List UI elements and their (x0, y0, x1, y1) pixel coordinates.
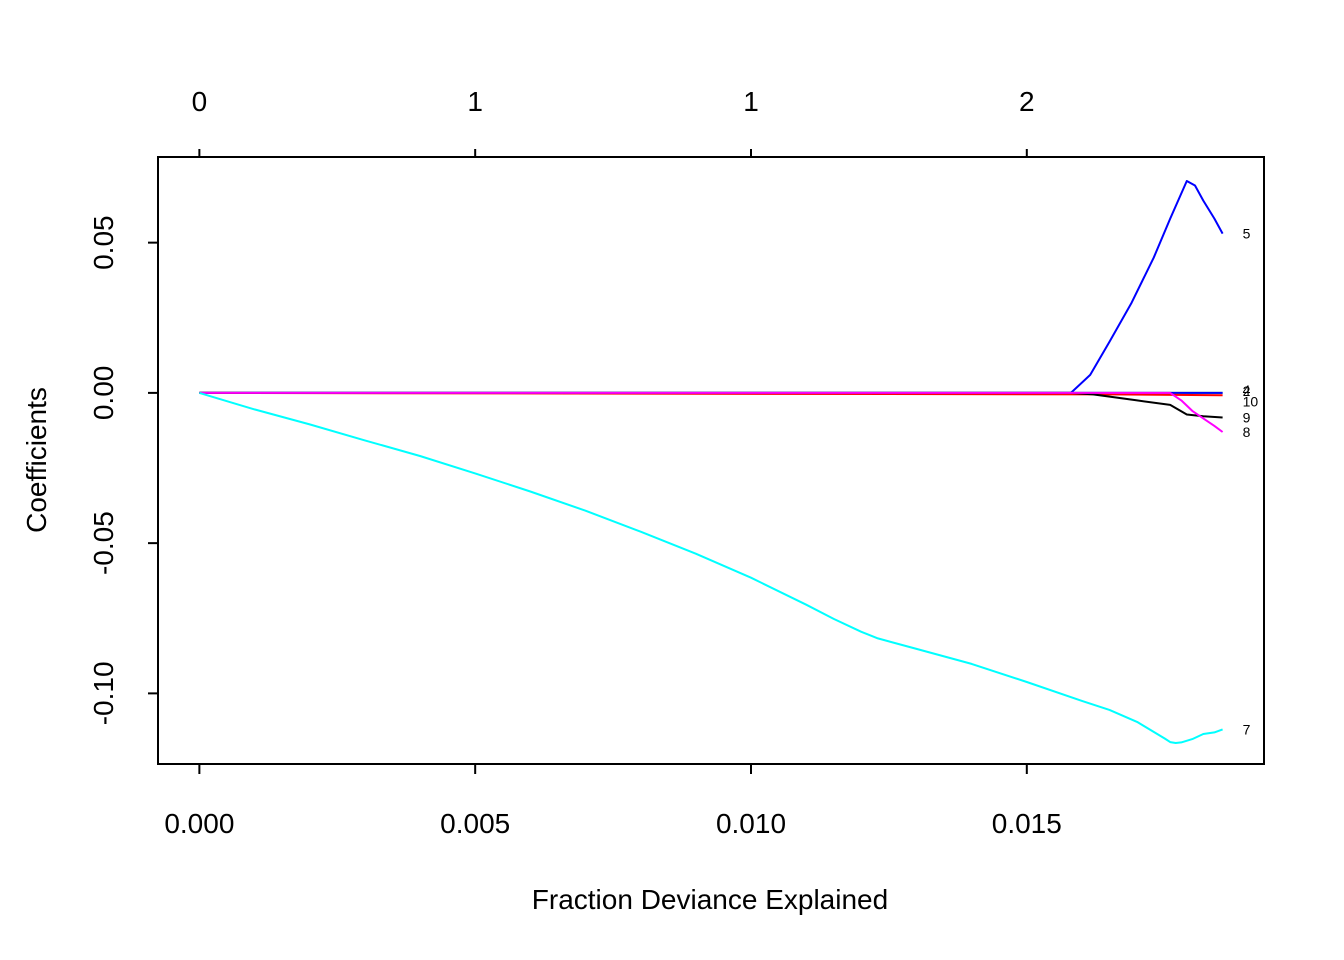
series-line-5 (199, 180, 1224, 394)
top-tick-label: 0 (192, 86, 208, 117)
series-end-label-2: 2 (1243, 383, 1251, 399)
x-axis-top: 0 1 1 2 (192, 86, 1035, 157)
y-tick-label: -0.05 (88, 511, 119, 575)
series-end-label-7: 7 (1243, 721, 1251, 737)
x-tick-label: 0.010 (716, 808, 786, 839)
series-layer (199, 180, 1224, 744)
series-end-label-5: 5 (1243, 226, 1251, 242)
series-end-label-8: 8 (1243, 424, 1251, 440)
x-tick-label: 0.005 (440, 808, 510, 839)
series-end-label-4: 4 (1243, 382, 1251, 398)
y-axis: 0.05 0.00 -0.05 -0.10 (88, 215, 158, 725)
series-line-8 (199, 391, 1224, 433)
top-tick-label: 1 (467, 86, 483, 117)
y-tick-label: 0.05 (88, 215, 119, 270)
series-line-9 (199, 391, 1223, 419)
series-end-label-10: 10 (1243, 393, 1259, 409)
x-axis-title: Fraction Deviance Explained (532, 884, 888, 915)
top-tick-label: 1 (743, 86, 759, 117)
top-tick-label: 2 (1019, 86, 1035, 117)
x-tick-label: 0.000 (164, 808, 234, 839)
plot-frame (157, 156, 1265, 765)
x-tick-label: 0.015 (992, 808, 1062, 839)
y-tick-label: 0.00 (88, 366, 119, 421)
y-axis-title: Coefficients (21, 387, 52, 533)
series-end-label-9: 9 (1243, 410, 1251, 426)
series-line-7 (199, 391, 1223, 744)
x-axis-bottom: 0.000 0.005 0.010 0.015 (164, 764, 1062, 839)
y-tick-label: -0.10 (88, 661, 119, 725)
